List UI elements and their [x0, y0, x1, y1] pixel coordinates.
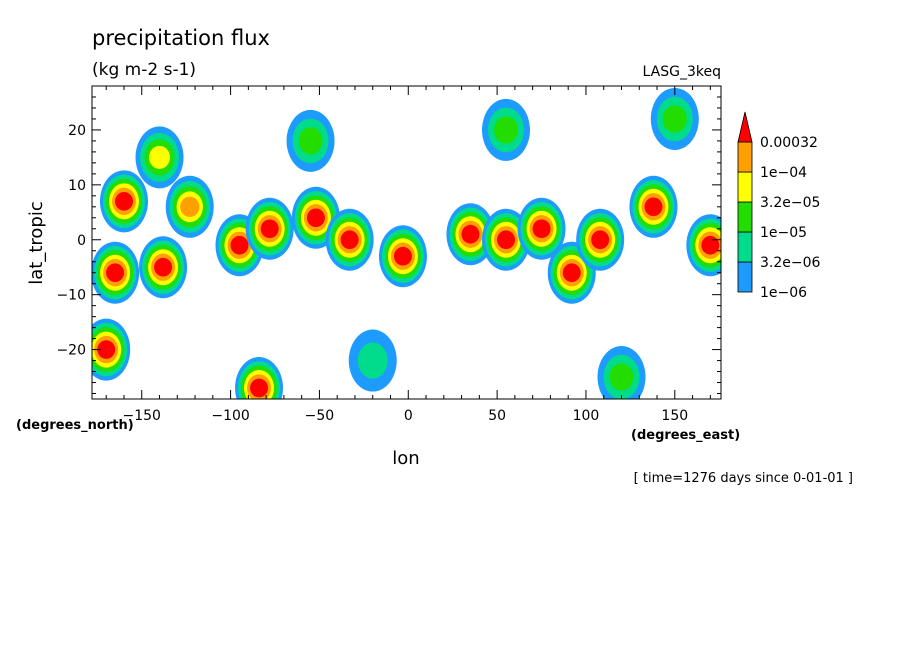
y-tick-label: 10 — [68, 178, 86, 194]
x-tick-label: 100 — [573, 408, 600, 424]
minor-ticks — [92, 85, 721, 399]
heatmap-cell — [348, 329, 397, 392]
cell-contour-fill — [357, 342, 388, 379]
heatmap-cell — [139, 236, 188, 299]
heatmap-cell — [446, 203, 495, 266]
heatmap-cell — [92, 318, 131, 381]
chart-title: precipitation flux — [92, 26, 270, 50]
heatmap-cell — [291, 186, 340, 249]
x-axis: −150 −100 −50 0 50 100 150 — [123, 86, 688, 424]
heatmap-cell — [99, 170, 148, 233]
cell-contour-fill — [701, 235, 720, 255]
heatmap-cell — [547, 241, 596, 304]
cell-contour-fill — [461, 224, 480, 244]
cell-contour-fill — [662, 105, 687, 133]
colorbar-label: 0.00032 — [760, 135, 818, 151]
heatmap-cell — [378, 225, 427, 288]
x-tick-label: −50 — [305, 408, 335, 424]
heatmap-cell — [92, 241, 140, 304]
heatmap-cell — [686, 214, 721, 277]
heatmap-cell — [325, 208, 374, 271]
heatmap-cell — [650, 87, 699, 150]
cell-contour-fill — [591, 230, 610, 250]
heatmap-cell — [235, 357, 284, 399]
dataset-label: LASG_3keq — [643, 64, 721, 80]
plot-area — [91, 85, 722, 400]
x-units-label: (degrees_east) — [631, 428, 740, 443]
heatmap-cell — [576, 208, 625, 271]
colorbar-segment — [737, 231, 753, 263]
cell-contour-fill — [306, 208, 325, 228]
cell-contour-fill — [180, 196, 200, 218]
cell-contour-fill — [494, 116, 519, 144]
cell-contour-fill — [393, 246, 412, 266]
time-label: [ time=1276 days since 0-01-01 ] — [634, 471, 853, 486]
x-tick-label: −100 — [211, 408, 249, 424]
colorbar-label: 1e−04 — [760, 165, 807, 181]
plot-frame — [91, 85, 722, 400]
colorbar-segment — [737, 261, 753, 293]
heatmap-cell — [482, 98, 531, 161]
cell-contour-fill — [532, 219, 551, 239]
colorbar-label: 3.2e−06 — [760, 255, 821, 271]
x-tick-label: 0 — [404, 408, 413, 424]
colorbar-segment — [737, 141, 753, 173]
colorbar: 1e−06 3.2e−06 1e−05 3.2e−05 1e−04 0.00032 — [737, 111, 821, 301]
x-tick-label: 150 — [661, 408, 688, 424]
cell-contour-fill — [154, 257, 173, 277]
chart-units: (kg m-2 s-1) — [92, 60, 196, 80]
heatmap-cell — [165, 175, 214, 238]
cell-contour-fill — [97, 340, 116, 359]
cell-contour-fill — [149, 145, 171, 169]
cell-contour-fill — [298, 127, 323, 155]
cell-contour-fill — [562, 263, 581, 283]
cell-contour-fill — [497, 230, 516, 250]
heatmap-cell — [597, 346, 646, 399]
y-tick-label: −20 — [56, 343, 86, 359]
cell-contour-fill — [260, 219, 279, 239]
cell-contour-fill — [644, 197, 663, 217]
cell-contour-fill — [114, 191, 133, 211]
cell-contour-fill — [230, 235, 249, 255]
cell-contour-fill — [106, 263, 125, 283]
colorbar-label: 1e−05 — [760, 225, 807, 241]
x-axis-label: lon — [392, 448, 419, 469]
colorbar-label: 1e−06 — [760, 285, 807, 301]
heatmap-cell — [135, 126, 184, 189]
y-tick-label: −10 — [56, 288, 86, 304]
y-tick-label: 20 — [68, 123, 86, 139]
x-tick-label: 50 — [488, 408, 506, 424]
cell-contour-fill — [250, 378, 269, 398]
colorbar-top-arrow — [737, 111, 753, 143]
x-tick-label: −150 — [123, 408, 161, 424]
heatmap-cell — [245, 197, 294, 260]
colorbar-segment — [737, 171, 753, 203]
y-units-label: (degrees_north) — [16, 418, 134, 433]
heatmap-cell — [517, 197, 566, 260]
heatmap-cell — [286, 109, 335, 172]
y-axis-label: lat_tropic — [26, 201, 47, 285]
colorbar-label: 3.2e−05 — [760, 195, 820, 211]
cell-contour-fill — [609, 363, 634, 391]
y-tick-label: 0 — [77, 233, 86, 249]
heatmap-cells — [92, 87, 721, 399]
cell-contour-fill — [340, 230, 359, 250]
colorbar-segment — [737, 201, 753, 233]
y-axis: 20 10 0 −10 −20 — [56, 123, 721, 359]
heatmap-cell — [629, 175, 678, 238]
